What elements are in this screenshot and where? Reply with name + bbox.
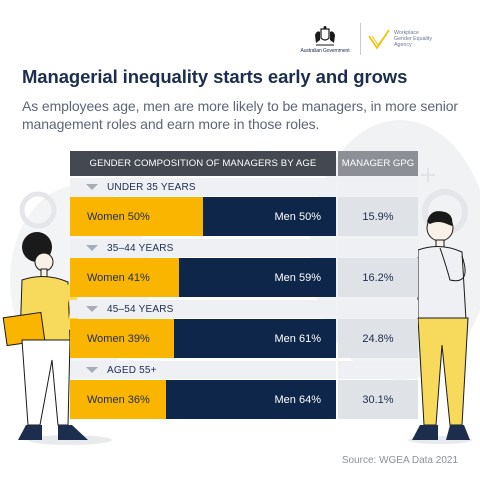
age-band [70,178,336,196]
gear-icon [19,191,57,229]
woman-illustration [2,232,88,440]
man-illustration [412,211,470,440]
triangle-down-icon [86,367,98,373]
sparkle-icon [421,168,435,182]
men-bar-segment: Men 64% [165,380,336,419]
gpg-band [338,300,418,318]
agency-line: Workplace [394,29,419,36]
gpg-band [338,178,418,196]
age-group-text: AGED 55+ [107,364,157,376]
gpg-band [338,361,418,379]
age-band [70,239,336,257]
women-bar-segment: Women 41% [70,258,180,297]
age-group-text: 45–54 YEARS [107,303,174,315]
agency-name: Workplace Gender Equality Agency [394,30,440,49]
stacked-bar: Women 36% Men 64% [70,380,336,419]
age-group-label: UNDER 35 YEARS [86,178,196,196]
age-band [70,361,336,379]
men-bar-segment: Men 61% [173,319,336,358]
gpg-value: 24.8% [338,319,418,358]
wgea-logo: Workplace Gender Equality Agency [367,28,440,50]
gpg-header: MANAGER GPG [338,151,418,176]
triangle-down-icon [86,245,98,251]
source-note: Source: WGEA Data 2021 [341,455,458,466]
page-title: Managerial inequality starts early and g… [22,66,408,87]
gpg-band [338,239,418,257]
gpg-value: 15.9% [338,197,418,236]
age-group-text: 35–44 YEARS [107,242,174,254]
men-bar-segment: Men 50% [203,197,336,236]
logo-group: Australian Government Workplace Gender E… [296,22,440,56]
stacked-bar: Women 50% Men 50% [70,197,336,236]
stacked-bar: Women 41% Men 59% [70,258,336,297]
gpg-value: 30.1% [338,380,418,419]
gpg-value: 16.2% [338,258,418,297]
triangle-down-icon [86,184,98,190]
triangle-down-icon [86,306,98,312]
wgea-check-icon [368,29,390,50]
gov-name: Australian Government [300,47,350,54]
page-subtitle: As employees age, men are more likely to… [22,98,458,132]
men-bar-segment: Men 59% [179,258,336,297]
coat-of-arms-icon [315,25,335,45]
stacked-bar: Women 39% Men 61% [70,319,336,358]
logo-divider [360,23,361,55]
women-bar-segment: Women 36% [70,380,166,419]
women-bar-segment: Women 39% [70,319,174,358]
age-band [70,300,336,318]
age-group-label: 35–44 YEARS [86,239,174,257]
australian-government-logo: Australian Government [296,25,354,54]
age-group-label: 45–54 YEARS [86,300,174,318]
agency-line: Gender Equality [394,35,432,42]
composition-header: GENDER COMPOSITION OF MANAGERS BY AGE [70,151,336,176]
agency-line: Agency [394,42,412,49]
age-group-text: UNDER 35 YEARS [107,181,196,193]
age-group-label: AGED 55+ [86,361,157,379]
women-bar-segment: Women 50% [70,197,203,236]
